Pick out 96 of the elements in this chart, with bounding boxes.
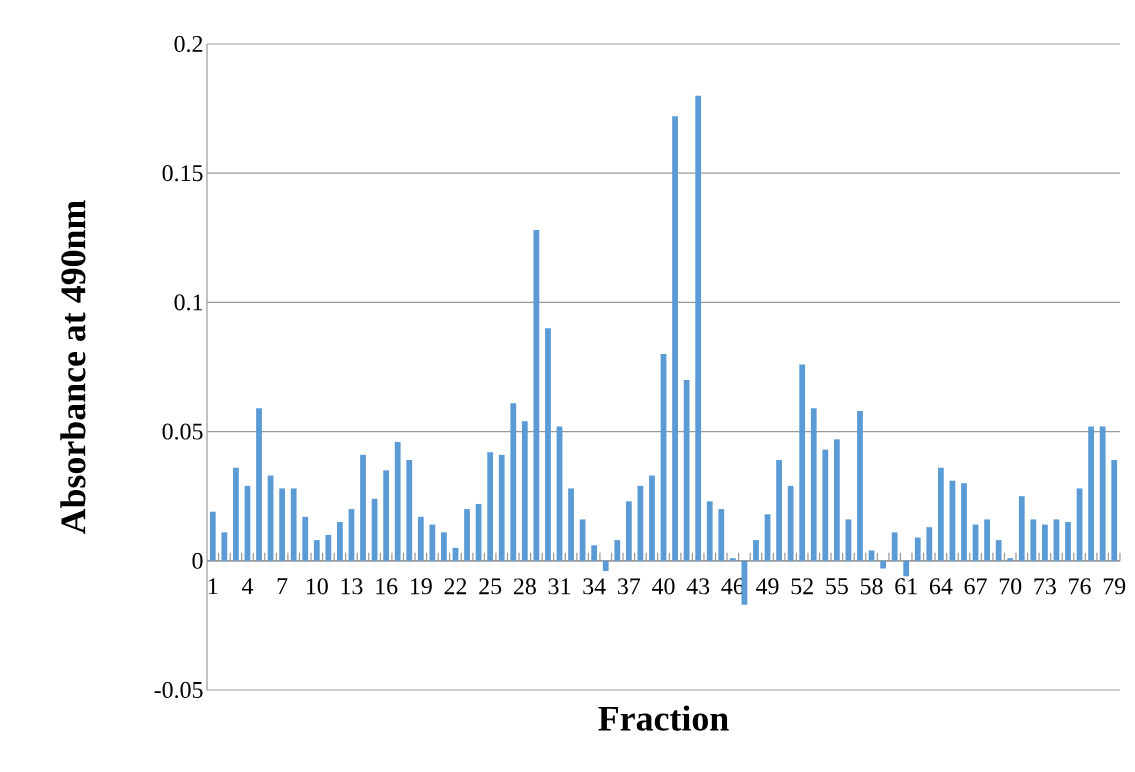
x-tick-label: 67 <box>964 578 987 595</box>
x-tick-label: 49 <box>756 578 779 595</box>
bar <box>221 532 228 561</box>
y-tick-label: 0.1 <box>174 294 203 311</box>
bar <box>891 532 898 561</box>
x-tick-label: 61 <box>895 578 917 595</box>
bar <box>383 470 390 561</box>
y-tick-label: 0 <box>192 552 203 569</box>
bar <box>1018 496 1025 561</box>
bar <box>903 560 910 577</box>
bar <box>914 537 921 561</box>
bar <box>441 532 447 561</box>
bar <box>545 328 551 561</box>
x-tick-label: 43 <box>686 578 710 595</box>
x-tick-label: 10 <box>306 578 328 595</box>
x-tick-label: 22 <box>444 578 467 595</box>
bar <box>1111 460 1118 561</box>
x-tick-label: 4 <box>241 578 254 595</box>
y-tick-label: 0.05 <box>162 423 203 440</box>
bar <box>614 540 621 561</box>
bar <box>937 467 944 561</box>
x-tick-label: 52 <box>791 578 813 595</box>
bar <box>718 509 725 561</box>
x-tick-label: 76 <box>1069 578 1091 595</box>
bar <box>1099 426 1106 561</box>
x-tick-label: 16 <box>376 578 398 595</box>
bar <box>417 516 424 561</box>
bar <box>521 421 528 561</box>
x-tick-label: 7 <box>277 578 288 594</box>
bar <box>256 408 262 561</box>
bar <box>625 501 632 561</box>
bar <box>1065 522 1071 561</box>
bar <box>510 403 517 561</box>
bar <box>233 467 239 561</box>
x-tick-label: 58 <box>860 578 883 595</box>
bar <box>591 545 598 561</box>
x-tick-label: 31 <box>548 578 571 595</box>
x-tick-label: 1 <box>208 578 218 595</box>
x-tick-label: 19 <box>410 578 432 595</box>
y-tick-label: -0.05 <box>154 681 203 699</box>
x-tick-label: 40 <box>652 578 675 595</box>
bar <box>787 485 794 561</box>
bar <box>695 95 702 561</box>
bar <box>880 560 886 569</box>
bar <box>984 519 990 561</box>
bar <box>729 558 736 561</box>
x-tick-label: 70 <box>999 578 1022 595</box>
bar <box>1030 519 1037 561</box>
x-tick-label: 13 <box>341 578 363 595</box>
bar <box>360 454 366 561</box>
x-tick-label: 34 <box>583 578 606 595</box>
x-tick-label: 25 <box>479 578 502 595</box>
bar <box>394 441 401 561</box>
x-axis-title: Fraction <box>598 705 729 731</box>
bar <box>1007 558 1014 561</box>
bar <box>602 560 609 572</box>
bar <box>325 534 332 561</box>
y-axis-title: Absorbance at 490nm <box>60 200 86 535</box>
bar <box>706 501 713 561</box>
bar <box>290 488 297 561</box>
x-tick-label: 37 <box>618 578 641 595</box>
bar <box>753 540 759 561</box>
bar <box>429 524 436 561</box>
bar <box>995 540 1002 561</box>
y-tick-label: 0.2 <box>174 35 203 53</box>
bar <box>649 475 655 561</box>
x-tick-label: 64 <box>929 578 953 595</box>
bar <box>1088 426 1094 561</box>
x-tick-label: 79 <box>1103 578 1126 595</box>
bar <box>799 364 806 561</box>
bar <box>857 410 863 561</box>
bar <box>868 550 875 561</box>
bar <box>209 511 216 561</box>
bar <box>833 439 840 561</box>
bar <box>498 454 505 561</box>
bar <box>568 488 574 561</box>
x-tick-label: 73 <box>1034 578 1056 595</box>
bar <box>1042 524 1048 561</box>
bar <box>406 460 413 561</box>
bar <box>302 516 309 561</box>
bar <box>926 527 933 561</box>
bar <box>279 488 286 561</box>
bar <box>683 379 690 561</box>
x-tick-label: 55 <box>826 578 848 595</box>
x-tick-label: 28 <box>513 578 536 595</box>
bar <box>822 449 829 561</box>
bar <box>313 540 320 561</box>
bar <box>464 509 470 561</box>
bar <box>672 116 678 561</box>
bar <box>533 230 540 561</box>
bar <box>776 460 782 561</box>
bar <box>961 483 967 561</box>
y-tick-label: 0.15 <box>162 165 203 182</box>
bar <box>810 408 817 561</box>
bar <box>337 522 343 561</box>
bar <box>487 452 494 561</box>
